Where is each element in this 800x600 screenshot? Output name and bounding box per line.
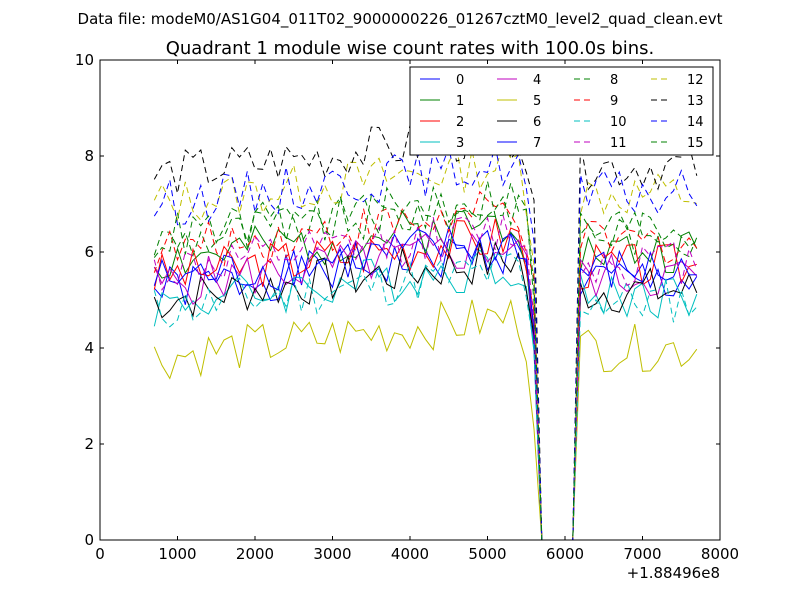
series-line-13	[153, 110, 698, 541]
series-line-10	[153, 251, 698, 541]
legend-box	[409, 66, 714, 156]
series-line-14	[153, 145, 698, 541]
x-tick-label: 6000	[546, 545, 584, 563]
legend-label: 11	[610, 136, 627, 151]
legend-label: 10	[610, 115, 627, 130]
series-line-15	[153, 181, 698, 541]
legend-label: 15	[687, 136, 704, 151]
x-tick-label: 1000	[158, 545, 196, 563]
legend-label: 0	[456, 73, 464, 88]
legend-label: 2	[456, 115, 464, 130]
series-line-5	[153, 298, 698, 541]
legend-label: 9	[610, 94, 618, 109]
series-line-11	[153, 214, 698, 541]
y-tick-label: 0	[84, 531, 94, 549]
x-tick-label: 0	[95, 545, 105, 563]
legend-label: 4	[533, 73, 541, 88]
x-tick-label: 8000	[701, 545, 739, 563]
legend-label: 7	[533, 136, 541, 151]
legend-label: 13	[687, 94, 704, 109]
series-line-0	[153, 230, 698, 541]
series-line-9	[153, 190, 698, 541]
y-tick-label: 8	[84, 147, 94, 165]
legend-label: 3	[456, 136, 464, 151]
series-line-7	[153, 225, 697, 541]
y-tick-label: 2	[84, 435, 94, 453]
legend-label: 5	[533, 94, 541, 109]
legend-label: 1	[456, 94, 464, 109]
legend-label: 6	[533, 115, 541, 130]
y-tick-label: 4	[84, 339, 94, 357]
y-tick-label: 10	[75, 51, 94, 69]
x-tick-label: 7000	[623, 545, 661, 563]
x-tick-label: 4000	[391, 545, 429, 563]
legend-label: 8	[610, 73, 618, 88]
legend-label: 14	[687, 115, 704, 130]
series-line-4	[153, 232, 698, 541]
plot-area	[153, 110, 698, 541]
chart-suptitle: Data file: modeM0/AS1G04_011T02_90000002…	[78, 10, 723, 29]
x-tick-label: 2000	[236, 545, 274, 563]
y-tick-label: 6	[84, 243, 94, 261]
series-line-12	[153, 143, 697, 541]
series-line-1	[153, 210, 698, 541]
x-offset-label: +1.88496e8	[627, 564, 720, 582]
x-tick-label: 5000	[468, 545, 506, 563]
chart-title: Quadrant 1 module wise count rates with …	[166, 38, 655, 59]
x-tick-label: 3000	[313, 545, 351, 563]
legend-label: 12	[687, 73, 704, 88]
series-line-3	[153, 249, 698, 541]
